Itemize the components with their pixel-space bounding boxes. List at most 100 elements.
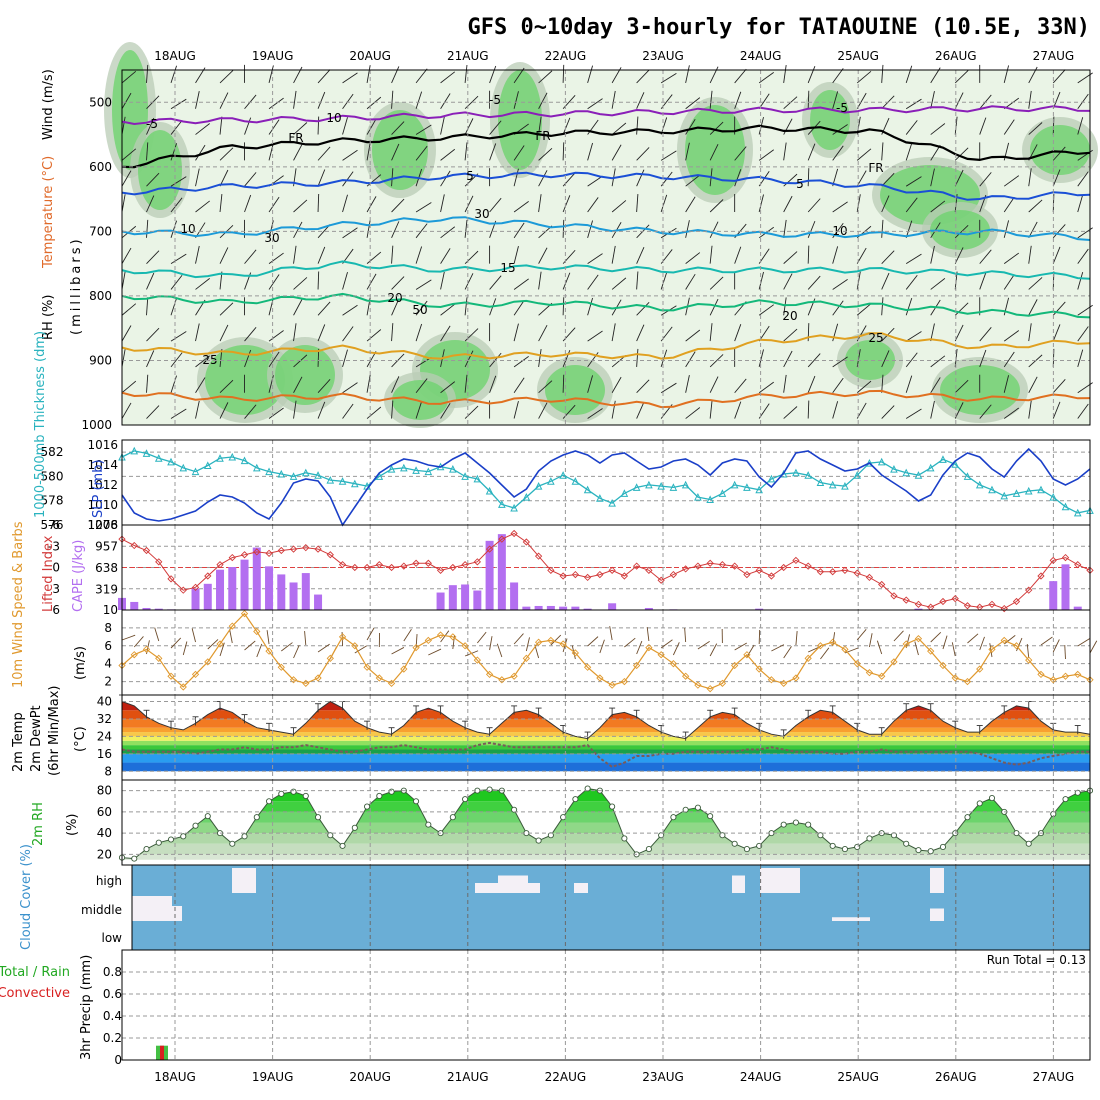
isotherm-label: 5 <box>466 169 474 183</box>
wind-barb <box>611 122 627 135</box>
wind-speed-point <box>865 668 874 677</box>
wind-barb <box>170 637 182 649</box>
wind-tick-label: 6 <box>104 639 112 653</box>
cape-tick-label: 957 <box>95 539 118 553</box>
wind-barb <box>489 120 502 135</box>
thickness-point <box>755 485 763 494</box>
rh-point <box>253 814 260 821</box>
rh-point <box>204 813 211 820</box>
wind-barb <box>636 69 650 84</box>
wind-barb <box>317 169 326 187</box>
lifted-index-point <box>1074 561 1082 569</box>
wind-barb <box>914 641 919 656</box>
wind-barb <box>440 303 456 316</box>
lifted-index-point <box>902 596 910 604</box>
wind-speed-point <box>1000 636 1008 645</box>
rh-band <box>122 843 1090 855</box>
wind-barb <box>856 380 872 394</box>
slp-tick-label: 1016 <box>87 438 118 452</box>
wind-barb <box>219 147 234 161</box>
wind-speed-point <box>204 658 212 666</box>
isotherm-label: -5 <box>146 117 158 131</box>
rh-point <box>939 843 947 850</box>
rh-point <box>964 814 971 821</box>
rh-point <box>180 833 187 840</box>
cape-bar <box>191 588 200 610</box>
wind-barb <box>881 250 895 264</box>
date-label-top: 26AUG <box>935 49 977 63</box>
thickness-point <box>167 457 175 466</box>
wind-barb <box>660 117 668 135</box>
thickness-point <box>326 475 335 484</box>
wind-barb <box>611 400 616 419</box>
lifted-index-point <box>829 568 837 576</box>
wind-barb <box>366 196 377 213</box>
wind-barb <box>1064 644 1066 660</box>
wind-barb <box>1077 194 1084 213</box>
rh-tick-label: 80 <box>97 784 112 798</box>
wind-speed-point <box>534 638 543 646</box>
wind10m-panel: 2 4 6 8 <box>104 609 1098 696</box>
wind-barb <box>587 220 594 238</box>
wind-barb <box>856 148 872 161</box>
wind-barb <box>317 401 326 419</box>
wind-barb <box>391 90 394 109</box>
wind-barb <box>538 271 542 290</box>
wind-barb <box>1077 93 1089 109</box>
wind-barb <box>268 119 280 135</box>
isotherm-label: 20 <box>782 309 797 323</box>
lifted-index-point <box>510 529 518 538</box>
wind-barb <box>266 630 270 645</box>
wind-barb <box>783 173 798 187</box>
wind-barb <box>905 65 913 84</box>
wind-barb <box>587 330 603 342</box>
thickness-point <box>400 463 408 472</box>
wind-barb <box>121 402 132 419</box>
wind-speed-point <box>939 661 947 670</box>
wind-barb <box>440 170 451 187</box>
wind-barb <box>244 117 252 135</box>
wind-barb <box>636 379 650 394</box>
wind-barb <box>513 300 525 316</box>
date-label-bottom: 22AUG <box>545 1070 587 1084</box>
rh-point <box>265 798 273 805</box>
wind-barb <box>709 245 713 264</box>
wind-barb <box>954 147 969 161</box>
wind-barb <box>562 142 565 161</box>
wind-barb <box>121 303 137 316</box>
cape-bar <box>314 594 323 610</box>
wind-barb <box>636 92 645 109</box>
wind-barb <box>440 93 451 109</box>
rh-point <box>131 855 138 862</box>
wind-barb <box>1026 644 1030 659</box>
cape-bar <box>203 583 212 610</box>
wind-barb <box>587 65 594 84</box>
wind-barb <box>366 65 371 83</box>
wind-barb <box>876 640 883 655</box>
wind-barb <box>881 350 890 368</box>
slp-tick-label: 1012 <box>87 478 118 492</box>
wind-barb <box>609 626 613 641</box>
wind-barb <box>783 328 798 342</box>
wind-barb <box>146 195 155 213</box>
wind-barb <box>685 196 696 213</box>
wind-barb <box>293 245 297 264</box>
wind-barb <box>342 72 358 84</box>
date-label-top: 18AUG <box>154 49 196 63</box>
date-label-top: 25AUG <box>837 49 879 63</box>
wind-barb <box>538 380 553 394</box>
wind-barb <box>464 297 468 316</box>
wind-barb <box>807 220 816 238</box>
wind-barb <box>293 299 303 316</box>
wind-barb <box>219 169 229 187</box>
isotherm-label: 15 <box>500 261 515 275</box>
wind-barb <box>513 400 519 419</box>
wind-barb <box>317 271 320 290</box>
wind-barb <box>440 403 451 419</box>
date-label-top: 24AUG <box>740 49 782 63</box>
wind-barb <box>611 200 627 213</box>
wind-barb <box>954 324 964 342</box>
wind-barb <box>758 304 774 316</box>
thickness-point <box>1073 508 1082 517</box>
wind-speed-point <box>878 672 886 680</box>
